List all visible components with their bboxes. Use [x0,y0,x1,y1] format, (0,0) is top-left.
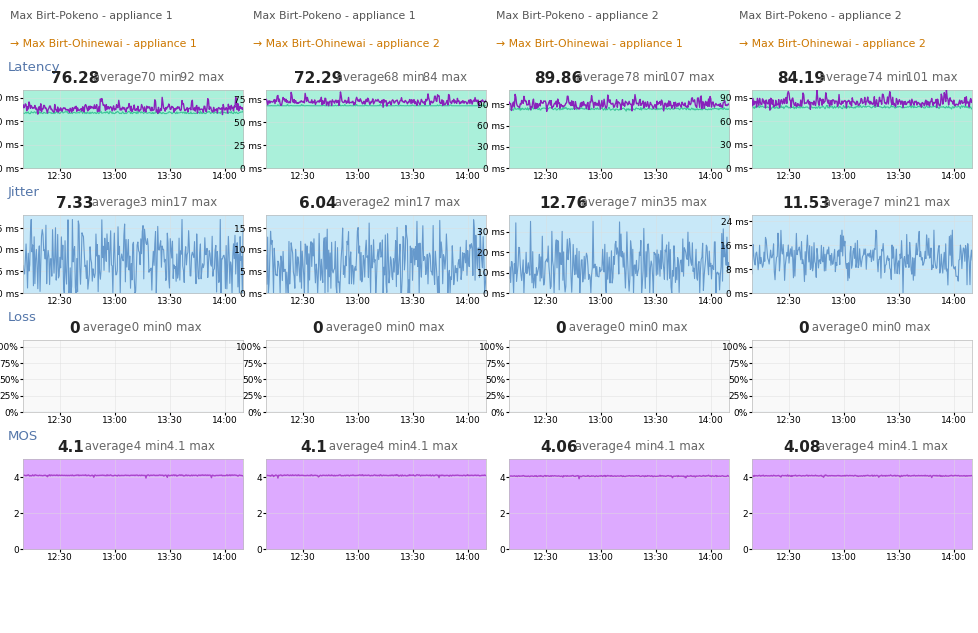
Text: 17 max: 17 max [412,196,461,210]
Text: 0 min: 0 min [127,322,164,334]
Text: average: average [332,72,383,84]
Text: average: average [81,441,134,453]
Text: Max Birt-Pokeno - appliance 2: Max Birt-Pokeno - appliance 2 [738,11,901,21]
Text: average: average [820,196,871,210]
Text: average: average [89,72,141,84]
Text: 0: 0 [312,322,323,336]
Text: 6.04: 6.04 [299,196,336,211]
Text: 2 min: 2 min [378,196,416,210]
Text: → Max Birt-Ohinewai - appliance 1: → Max Birt-Ohinewai - appliance 1 [495,39,682,49]
Text: 84 max: 84 max [419,72,467,84]
Text: average: average [808,322,860,334]
Text: → Max Birt-Ohinewai - appliance 2: → Max Birt-Ohinewai - appliance 2 [738,39,925,49]
Text: 4 min: 4 min [130,441,167,453]
Text: 7 min: 7 min [867,196,906,210]
Text: 35 max: 35 max [658,196,706,210]
Text: 21 max: 21 max [901,196,950,210]
Text: Max Birt-Pokeno - appliance 1: Max Birt-Pokeno - appliance 1 [10,11,172,21]
Text: 4.1: 4.1 [300,441,327,455]
Text: average: average [577,196,629,210]
Text: average: average [815,72,867,84]
Text: 72.29: 72.29 [293,72,341,87]
Text: average: average [814,441,866,453]
Text: → Max Birt-Ohinewai - appliance 1: → Max Birt-Ohinewai - appliance 1 [10,39,197,49]
Text: 0 max: 0 max [404,322,444,334]
Text: 4 min: 4 min [862,441,899,453]
Text: 84.19: 84.19 [777,72,824,87]
Text: 0 min: 0 min [613,322,650,334]
Text: 70 min: 70 min [137,72,182,84]
Text: 7.33: 7.33 [57,196,94,211]
Text: 4.06: 4.06 [540,441,577,455]
Text: average: average [324,441,377,453]
Text: 11.53: 11.53 [781,196,829,211]
Text: 0 min: 0 min [856,322,893,334]
Text: 78 min: 78 min [620,72,665,84]
Text: MOS: MOS [8,430,38,442]
Text: Loss: Loss [8,311,36,323]
Text: 0: 0 [69,322,79,336]
Text: average: average [572,72,624,84]
Text: average: average [322,322,374,334]
Text: 4.1: 4.1 [58,441,84,455]
Text: 0: 0 [797,322,808,336]
Text: average: average [570,441,623,453]
Text: 4.1 max: 4.1 max [163,441,215,453]
Text: Max Birt-Pokeno - appliance 2: Max Birt-Pokeno - appliance 2 [495,11,658,21]
Text: 4.1 max: 4.1 max [652,441,704,453]
Text: 4.1 max: 4.1 max [895,441,947,453]
Text: Max Birt-Pokeno - appliance 1: Max Birt-Pokeno - appliance 1 [252,11,415,21]
Text: Latency: Latency [8,61,61,73]
Text: 74 min: 74 min [863,72,908,84]
Text: 68 min: 68 min [379,72,424,84]
Text: 0 max: 0 max [889,322,930,334]
Text: 107 max: 107 max [658,72,714,84]
Text: 12.76: 12.76 [539,196,587,211]
Text: average: average [331,196,382,210]
Text: 7 min: 7 min [625,196,662,210]
Text: 0: 0 [555,322,565,336]
Text: average: average [79,322,131,334]
Text: 0 max: 0 max [160,322,201,334]
Text: → Max Birt-Ohinewai - appliance 2: → Max Birt-Ohinewai - appliance 2 [252,39,439,49]
Text: 4.1 max: 4.1 max [406,441,458,453]
Text: 101 max: 101 max [902,72,956,84]
Text: 3 min: 3 min [136,196,173,210]
Text: 89.86: 89.86 [534,72,582,87]
Text: 0 max: 0 max [646,322,687,334]
Text: average: average [564,322,617,334]
Text: 76.28: 76.28 [51,72,99,87]
Text: 4.08: 4.08 [782,441,820,455]
Text: 0 min: 0 min [371,322,408,334]
Text: Jitter: Jitter [8,185,40,199]
Text: 92 max: 92 max [175,72,224,84]
Text: 17 max: 17 max [169,196,217,210]
Text: 4 min: 4 min [619,441,656,453]
Text: 4 min: 4 min [373,441,410,453]
Text: average: average [87,196,140,210]
